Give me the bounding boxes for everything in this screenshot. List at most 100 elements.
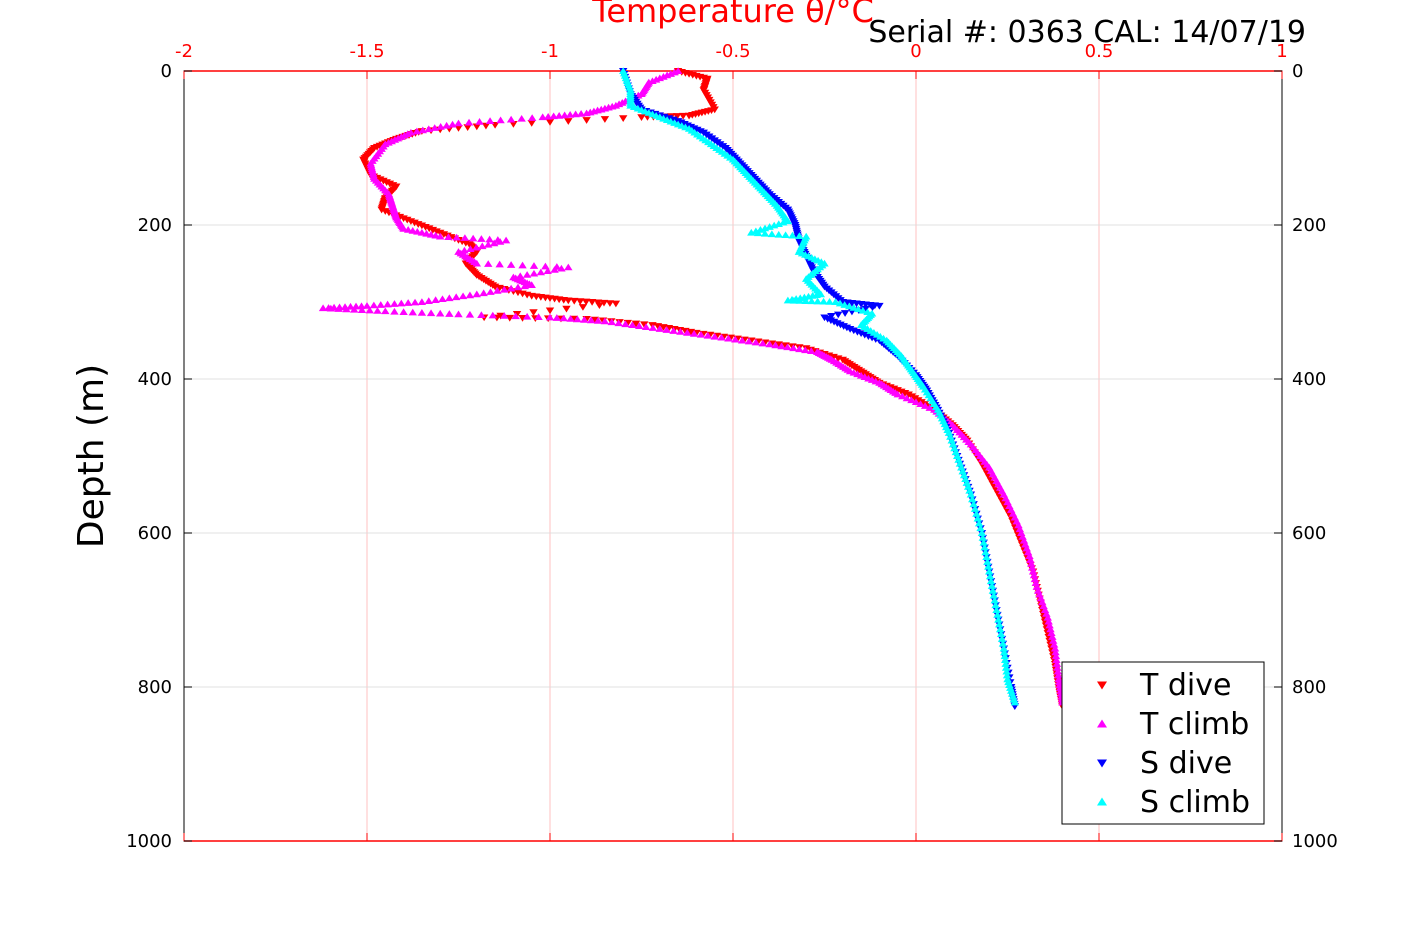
data-point	[318, 304, 328, 312]
data-point	[875, 302, 884, 310]
data-point	[468, 234, 478, 242]
data-point	[590, 316, 600, 324]
data-point	[1030, 575, 1040, 583]
data-point	[669, 327, 678, 334]
data-point	[460, 234, 470, 241]
data-point	[445, 294, 454, 302]
y-tick-label-left: 200	[138, 215, 172, 236]
data-point	[641, 323, 651, 330]
data-point	[902, 394, 912, 402]
data-point	[968, 495, 977, 503]
data-point	[543, 112, 553, 120]
data-point	[760, 224, 770, 232]
data-point	[973, 514, 982, 522]
data-point	[545, 307, 555, 315]
legend-label: T dive	[1139, 668, 1231, 703]
y-tick-label-right: 0	[1292, 61, 1303, 82]
data-point	[599, 299, 609, 307]
data-point	[825, 298, 834, 305]
data-point	[506, 115, 516, 123]
data-point	[496, 116, 505, 124]
legend-label: T climb	[1139, 707, 1249, 742]
data-point	[452, 293, 461, 301]
data-point	[1001, 663, 1011, 671]
data-point	[383, 300, 392, 308]
data-point	[774, 341, 783, 349]
data-point	[991, 601, 1000, 609]
data-point	[362, 302, 372, 309]
data-point	[484, 240, 493, 248]
data-point	[436, 123, 445, 130]
y-tick-label-right: 1000	[1292, 831, 1338, 852]
data-point	[678, 112, 688, 120]
data-point	[550, 266, 559, 273]
data-point	[898, 392, 907, 400]
data-point	[978, 534, 987, 541]
data-point	[868, 304, 877, 312]
data-point	[486, 288, 495, 295]
data-point	[1029, 571, 1039, 579]
data-point	[587, 299, 597, 306]
data-point	[552, 314, 562, 321]
data-point	[988, 586, 998, 594]
data-point	[1046, 625, 1055, 633]
data-point	[479, 289, 488, 297]
data-point	[845, 302, 854, 310]
data-point	[789, 296, 799, 304]
data-point	[408, 308, 417, 316]
data-point	[758, 339, 767, 347]
legend-marker	[1097, 719, 1107, 728]
data-point	[710, 332, 719, 340]
data-point	[993, 611, 1002, 618]
data-point	[605, 300, 615, 307]
data-point	[1052, 660, 1062, 667]
data-point	[445, 310, 454, 317]
data-point	[436, 232, 445, 240]
data-point	[614, 319, 623, 327]
data-point	[403, 299, 413, 306]
data-point	[1047, 629, 1056, 637]
data-point	[765, 223, 774, 230]
data-point	[595, 302, 604, 310]
data-point	[994, 615, 1003, 623]
data-point	[987, 582, 997, 589]
data-point	[985, 572, 995, 580]
y-tick-label-left: 0	[161, 61, 172, 82]
data-point	[575, 298, 585, 306]
data-point	[795, 297, 804, 304]
legend-marker	[1097, 797, 1107, 806]
data-point	[1051, 648, 1060, 656]
data-point	[541, 262, 550, 270]
data-point	[554, 111, 564, 119]
y-tick-label-right: 200	[1292, 215, 1326, 236]
data-point	[495, 238, 505, 245]
data-point	[582, 109, 591, 117]
data-point	[529, 309, 538, 316]
data-point	[454, 119, 463, 127]
data-point	[769, 221, 779, 229]
data-point	[966, 490, 976, 498]
data-point	[1002, 667, 1011, 675]
data-point	[600, 317, 610, 325]
data-point	[760, 229, 770, 237]
data-point	[840, 310, 850, 317]
data-point	[607, 318, 616, 326]
data-point	[631, 320, 641, 328]
data-point	[977, 529, 987, 536]
data-point	[529, 262, 539, 269]
data-point	[444, 233, 453, 240]
data-point	[621, 320, 630, 328]
data-point	[570, 297, 579, 305]
data-point	[511, 312, 520, 320]
data-point	[970, 505, 980, 512]
data-point	[466, 245, 475, 253]
data-point	[562, 305, 571, 313]
data-point	[506, 284, 516, 292]
y-tick-label-left: 600	[138, 523, 172, 544]
data-point	[424, 297, 433, 304]
data-point	[1049, 640, 1059, 648]
series-t-dive	[359, 68, 1067, 711]
data-point	[560, 111, 569, 119]
data-point	[390, 307, 399, 315]
data-point	[703, 331, 713, 339]
